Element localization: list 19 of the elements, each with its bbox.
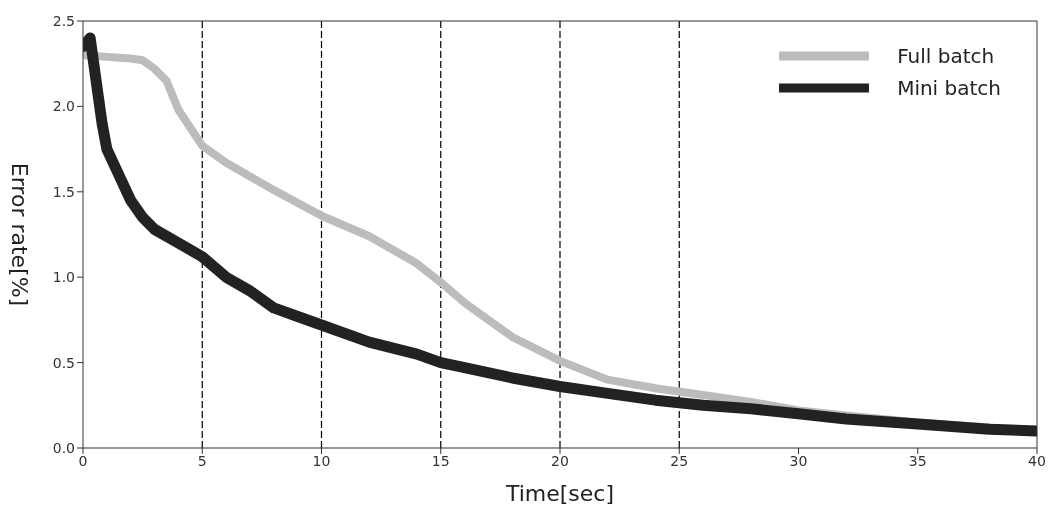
y-tick-label: 0.5: [52, 354, 75, 371]
x-tick-label: 10: [312, 452, 331, 469]
x-tick-label: 40: [1028, 452, 1046, 469]
y-tick-label: 1.5: [52, 183, 75, 200]
y-tick-label: 1.0: [52, 269, 75, 286]
x-tick-label: 35: [908, 452, 927, 469]
y-tick-label: 0.0: [52, 439, 75, 456]
x-tick-label: 15: [431, 452, 450, 469]
x-tick-label: 20: [551, 452, 569, 469]
legend-label: Full batch: [897, 44, 995, 68]
x-tick-label: 25: [670, 452, 689, 469]
legend-label: Mini batch: [897, 76, 1001, 100]
x-tick-label: 5: [197, 452, 207, 469]
x-axis-title: Time[sec]: [504, 481, 615, 506]
x-tick-label: 30: [789, 452, 808, 469]
y-tick-label: 2.5: [52, 12, 75, 29]
x-tick-label: 0: [78, 452, 88, 469]
y-axis-title: Error rate[%]: [7, 162, 33, 307]
y-tick-label: 2.0: [52, 98, 75, 115]
